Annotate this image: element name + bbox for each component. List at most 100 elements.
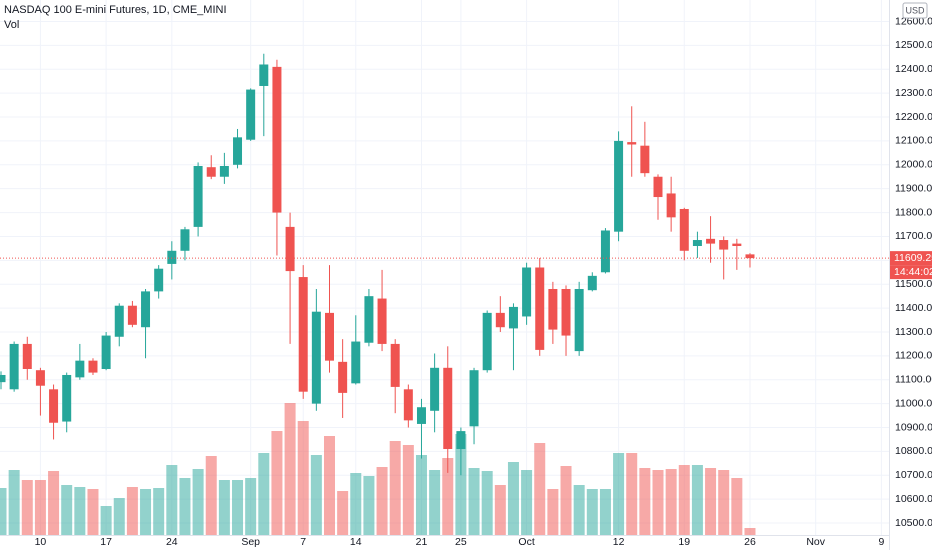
volume-bar: [678, 465, 690, 535]
x-tick-label: 14: [350, 536, 362, 548]
candle-body: [101, 335, 111, 370]
currency[interactable]: USD: [905, 5, 925, 15]
y-tick-label: 11700.00: [895, 230, 932, 242]
y-tick-label: 12200.00: [895, 111, 932, 123]
volume-bar: [258, 453, 270, 535]
candle-body: [325, 312, 334, 361]
candle-body: [587, 275, 597, 291]
volume-label: Vol: [4, 19, 19, 31]
countdown-tag: [890, 265, 932, 280]
volume-bar: [61, 485, 73, 535]
volume-bar: [442, 458, 454, 535]
y-tick-label: 11100.00: [895, 374, 932, 386]
x-tick-label: 24: [166, 536, 178, 548]
x-tick-label: 7: [300, 536, 306, 548]
volume-bar: [547, 489, 559, 535]
volume-bar: [310, 455, 322, 535]
candle-body: [627, 142, 637, 145]
candle-body: [706, 238, 716, 244]
volume-bar: [613, 453, 625, 535]
y-tick-label: 11500.00: [895, 278, 932, 290]
candle-body: [377, 298, 387, 344]
volume-bar: [429, 470, 441, 535]
candle-body: [62, 374, 72, 422]
volume-bar: [297, 421, 309, 535]
candle-body: [692, 240, 702, 247]
volume-bar: [324, 436, 335, 535]
volume-bar: [271, 431, 283, 535]
candle-body: [180, 229, 190, 251]
candle-body: [114, 305, 124, 337]
price-pane: [0, 53, 889, 476]
candle-body: [390, 343, 400, 387]
x-tick-label: 9: [878, 536, 884, 548]
y-tick-label: 10600.00: [895, 493, 932, 505]
candle-body: [666, 193, 676, 218]
y-tick-label: 12300.00: [895, 87, 932, 99]
volume-bar: [8, 470, 20, 535]
y-tick-label: 11200.00: [895, 350, 932, 362]
x-tick-label: 26: [744, 536, 756, 548]
last-price: 11609.25: [894, 252, 932, 264]
volume-bar: [652, 470, 664, 535]
volume-bar: [705, 468, 717, 535]
candle-body: [233, 137, 243, 165]
volume-bar: [192, 469, 204, 535]
y-tick-label: 11000.00: [895, 397, 932, 409]
volume-bar: [534, 443, 546, 535]
candle-body: [22, 343, 32, 370]
candle-body: [49, 389, 59, 423]
candle-body: [508, 306, 518, 329]
volume-bar: [389, 441, 401, 535]
volume-bar: [639, 468, 651, 535]
volume-bar: [626, 453, 638, 535]
y-tick-label: 10900.00: [895, 421, 932, 433]
volume-bar: [521, 470, 533, 535]
volume-bar: [744, 528, 756, 535]
volume-bar: [599, 489, 611, 535]
volume-bar: [100, 506, 112, 535]
volume-bar: [494, 485, 506, 535]
countdown: 14:44:02: [894, 266, 932, 278]
candle-body: [548, 288, 558, 330]
volume-bar: [415, 455, 427, 535]
y-tick-label: 11800.00: [895, 206, 932, 218]
volume-bar: [665, 469, 677, 535]
candle-body: [535, 267, 545, 350]
candle-body: [456, 431, 466, 450]
candle-body: [154, 268, 164, 292]
candle-body: [75, 360, 85, 378]
y-tick-label: 12400.00: [895, 63, 932, 75]
volume-bar: [402, 445, 414, 535]
volume-pane: [0, 403, 756, 535]
y-tick-label: 10800.00: [895, 445, 932, 457]
x-tick-label: 10: [35, 536, 47, 548]
candle-body: [88, 360, 98, 373]
candle-body: [9, 343, 19, 390]
x-tick-label: 21: [416, 536, 428, 548]
candle-body: [614, 140, 624, 232]
y-tick-label: 11400.00: [895, 302, 932, 314]
candle-body: [574, 288, 584, 352]
candle-body: [522, 267, 532, 317]
grid: [0, 0, 889, 535]
axes: 10500.00 10600.00 10700.00 10800.00 10900.00…: [35, 15, 932, 548]
candle-body: [745, 254, 755, 259]
candle-body: [430, 367, 440, 411]
candle-body: [351, 341, 361, 384]
volume-bar: [481, 471, 493, 535]
candle-body: [311, 311, 321, 404]
candle-body: [416, 407, 426, 424]
volume-bar: [731, 478, 743, 535]
candle-body: [141, 291, 151, 328]
candle-body: [600, 230, 610, 273]
volume-bar: [284, 403, 296, 535]
candle-body: [469, 370, 479, 427]
volume-bar: [218, 480, 230, 535]
currency-box[interactable]: [902, 2, 928, 19]
last-price-tag: [890, 251, 932, 266]
candle-body: [732, 243, 742, 247]
candle-body: [364, 296, 374, 343]
